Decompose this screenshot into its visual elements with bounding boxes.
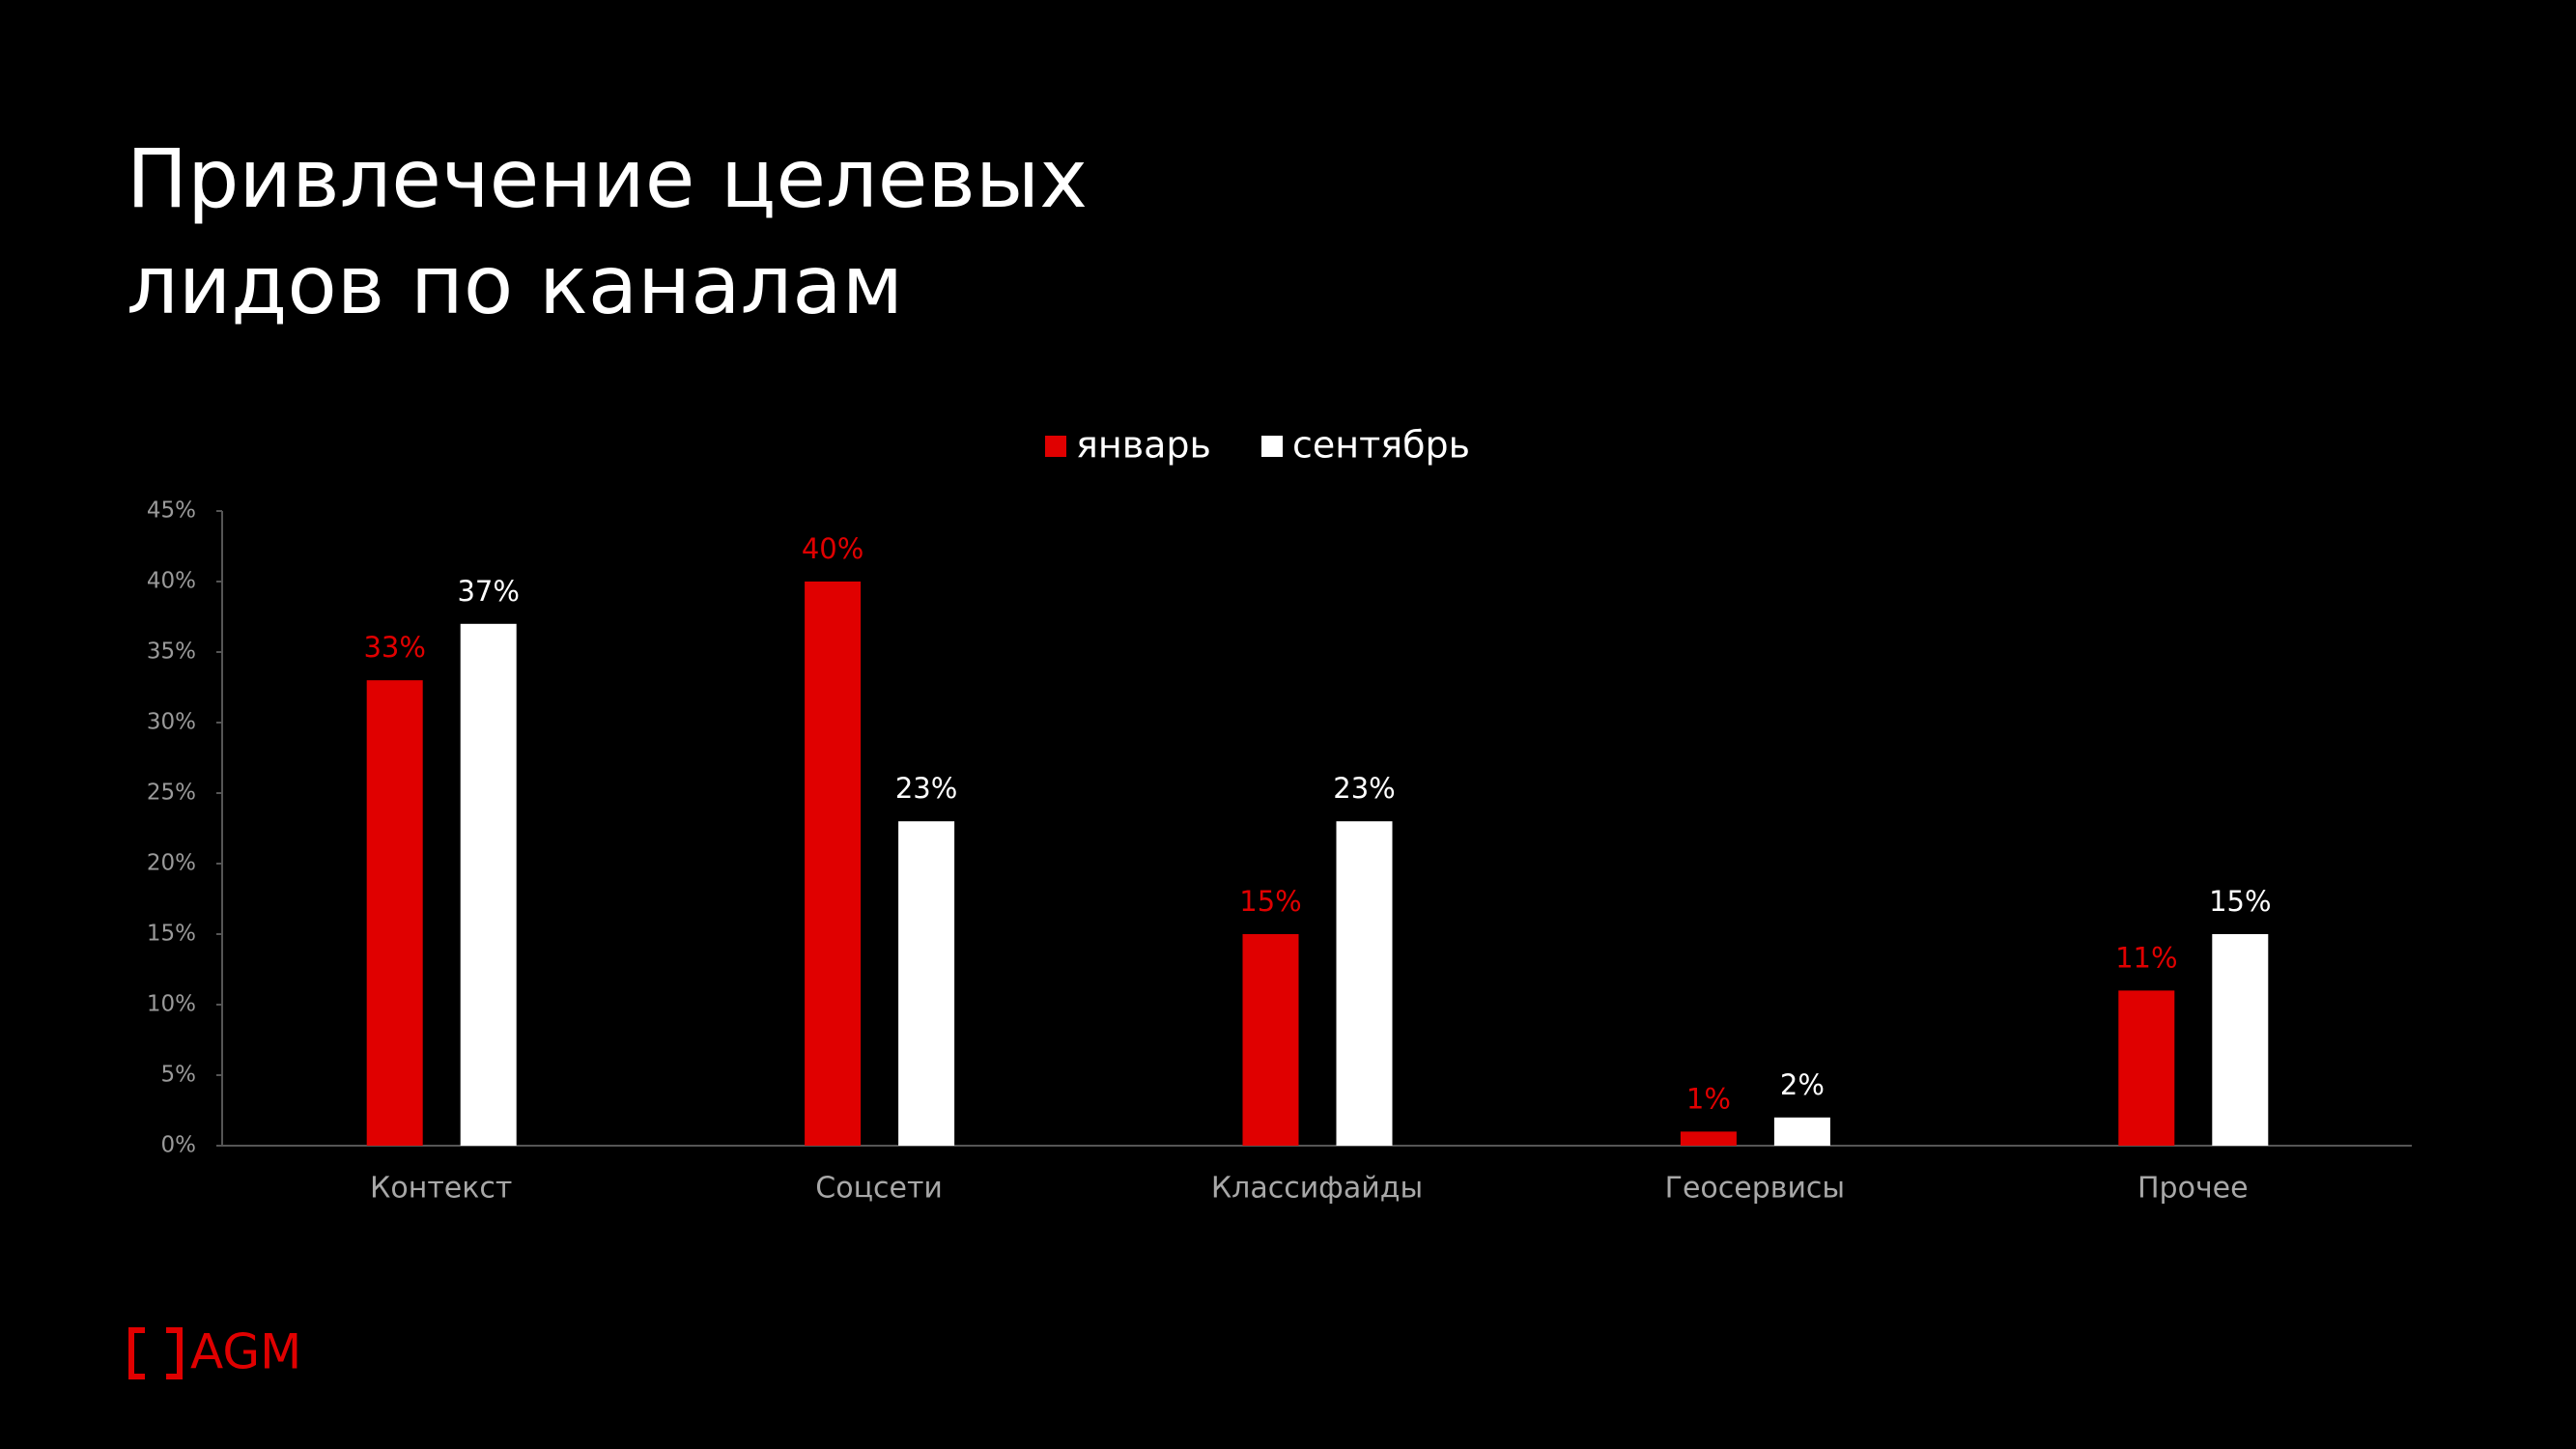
value-label: 40%	[802, 532, 863, 565]
bar	[2212, 934, 2269, 1146]
x-tick-label: Геосервисы	[1665, 1172, 1845, 1206]
value-label: 15%	[1239, 885, 1301, 918]
x-tick-label: Классифайды	[1211, 1172, 1423, 1206]
y-tick-label: 15%	[147, 922, 196, 947]
bar	[1680, 1131, 1737, 1146]
legend-swatch	[1261, 436, 1283, 457]
value-label: 1%	[1686, 1082, 1731, 1115]
y-tick-label: 10%	[147, 992, 196, 1017]
x-tick-label: Контекст	[370, 1172, 512, 1206]
y-tick-label: 0%	[161, 1133, 197, 1158]
x-tick-label: Прочее	[2137, 1172, 2249, 1206]
bar	[1336, 821, 1393, 1146]
logo-bracket	[166, 1327, 183, 1379]
value-label: 23%	[1333, 772, 1395, 805]
y-tick-label: 30%	[147, 710, 196, 735]
value-label: 23%	[895, 772, 957, 805]
bar	[460, 623, 517, 1146]
legend-label: сентябрь	[1292, 424, 1470, 467]
value-label: 11%	[2115, 941, 2177, 974]
y-tick-label: 45%	[147, 498, 196, 524]
bar	[366, 680, 423, 1146]
bar	[2118, 990, 2175, 1146]
y-tick-label: 5%	[161, 1063, 197, 1088]
value-label: 37%	[457, 575, 519, 608]
value-label: 2%	[1780, 1068, 1825, 1101]
bar	[1242, 934, 1299, 1146]
y-tick-label: 20%	[147, 851, 196, 876]
bar	[805, 582, 862, 1146]
bar	[898, 821, 955, 1146]
value-label: 15%	[2209, 885, 2271, 918]
x-tick-label: Соцсети	[815, 1172, 943, 1206]
logo: AGM	[190, 1324, 301, 1380]
y-tick-label: 40%	[147, 569, 196, 594]
value-label: 33%	[363, 631, 425, 664]
legend-swatch	[1045, 436, 1066, 457]
y-tick-label: 35%	[147, 639, 196, 665]
logo-bracket	[128, 1327, 145, 1379]
chart-title: Привлечение целевых лидов по каналам	[127, 131, 1088, 332]
legend-label: январь	[1076, 424, 1211, 467]
y-tick-label: 25%	[147, 781, 196, 806]
bar	[1773, 1117, 1830, 1146]
